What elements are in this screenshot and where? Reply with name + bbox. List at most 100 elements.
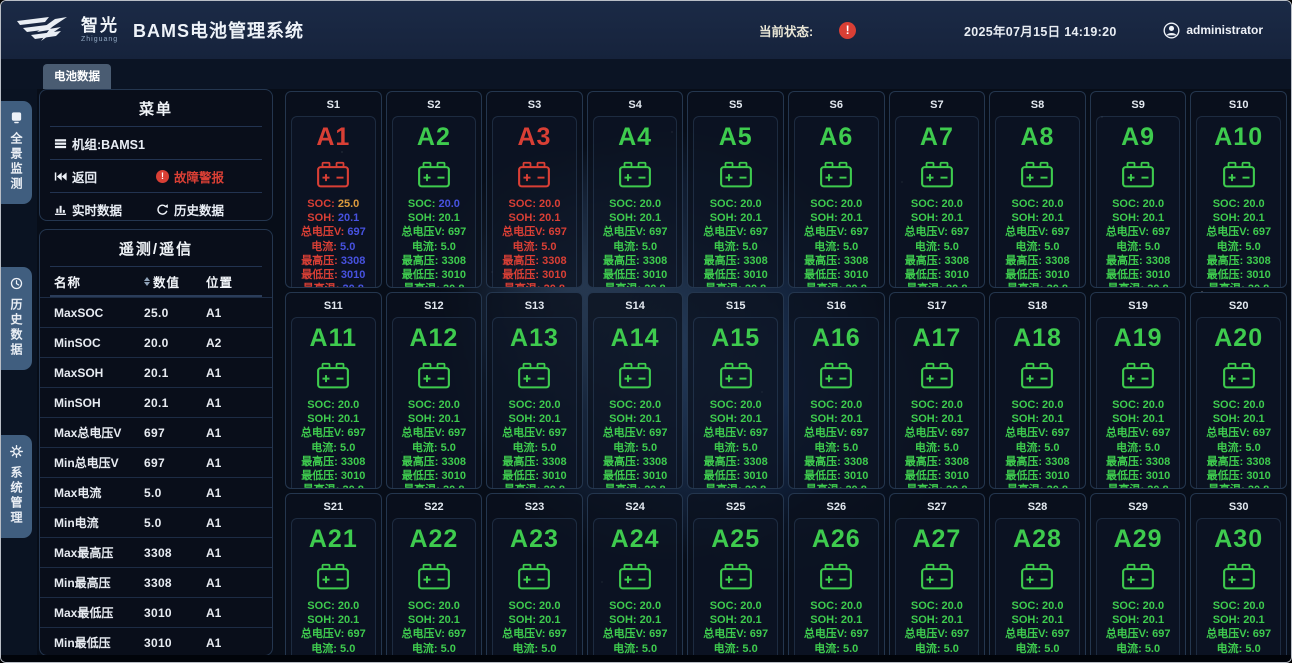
battery-card[interactable]: S23 A23 SOC: 20.0 SOH: 20.1 总电压V: 697 电流: 5… bbox=[486, 493, 583, 662]
battery-card[interactable]: S17 A17 SOC: 20.0 SOH: 20.1 总电压V: 697 电流: 5… bbox=[888, 292, 986, 489]
stat-line: 总电压V: 697 bbox=[502, 226, 567, 239]
stat-line: 最高压: 3308 bbox=[502, 455, 567, 468]
row-value: 25.0 bbox=[144, 305, 169, 320]
battery-card[interactable]: S13 A13 SOC: 20.0 SOH: 20.1 总电压V: 697 电流: 5… bbox=[486, 292, 583, 489]
battery-card[interactable]: S15 A15 SOC: 20.0 SOH: 20.1 总电压V: 697 电流: 5… bbox=[687, 292, 784, 489]
battery-name: A21 bbox=[308, 525, 358, 553]
stat-line: SOC: 20.0 bbox=[709, 198, 762, 210]
battery-card[interactable]: S5 A5 SOC: 20.0 SOH: 20.1 总电压V: 697 电流: 5.0… bbox=[687, 91, 784, 288]
stat-line: SOH: 20.1 bbox=[810, 614, 863, 627]
stat-line: SOH: 20.1 bbox=[609, 614, 662, 627]
battery-card[interactable]: S14 A14 SOC: 20.0 SOH: 20.1 总电压V: 697 电流: 5… bbox=[586, 292, 684, 489]
stat-line: SOH: 20.1 bbox=[609, 413, 662, 426]
stat-line: 总电压V: 697 bbox=[1206, 628, 1272, 641]
battery-card[interactable]: S3 A3 SOC: 20.0 SOH: 20.1 总电压V: 697 电流: 5.0… bbox=[486, 91, 583, 288]
stat-line: SOC: 20.0 bbox=[1212, 399, 1265, 411]
tab-strip: 电池数据 bbox=[1, 59, 1291, 89]
rail-item-history[interactable]: 历史数据 bbox=[1, 267, 32, 370]
battery-card[interactable]: S29 A29 SOC: 20.0 SOH: 20.1 总电压V: 697 电流: 5… bbox=[1089, 493, 1187, 662]
battery-card[interactable]: S12 A12 SOC: 20.0 SOH: 20.1 总电压V: 697 电流: 5… bbox=[385, 292, 483, 489]
battery-card[interactable]: S30 A30 SOC: 20.0 SOH: 20.1 总电压V: 697 电流: 5… bbox=[1190, 493, 1287, 662]
stat-line: 最高温: 20.8 bbox=[1206, 282, 1271, 287]
battery-icon bbox=[820, 563, 853, 590]
stat-line: 总电压V: 697 bbox=[401, 427, 467, 440]
user-menu[interactable]: administrator bbox=[1163, 1, 1263, 59]
battery-name: A5 bbox=[718, 123, 753, 151]
column-header-position: 位置 bbox=[206, 275, 234, 290]
menu-item-history-data[interactable]: 历史数据 bbox=[156, 200, 258, 219]
battery-card-inner: A8 SOC: 20.0 SOH: 20.1 总电压V: 697 电流: 5.0 最高压… bbox=[995, 116, 1080, 287]
stat-line: 总电压V: 697 bbox=[1005, 628, 1070, 641]
stat-line: 最高温: 20.8 bbox=[401, 483, 466, 488]
battery-card[interactable]: S6 A6 SOC: 20.0 SOH: 20.1 总电压V: 697 电流: 5.0… bbox=[787, 91, 885, 288]
battery-icon bbox=[1122, 563, 1155, 590]
battery-card[interactable]: S20 A20 SOC: 20.0 SOH: 20.1 总电压V: 697 电流: 5… bbox=[1190, 292, 1287, 489]
stat-line: 电流: 5.0 bbox=[814, 441, 859, 454]
battery-card[interactable]: S10 A10 SOC: 20.0 SOH: 20.1 总电压V: 697 电流: 5… bbox=[1190, 91, 1287, 288]
battery-card[interactable]: S28 A28 SOC: 20.0 SOH: 20.1 总电压V: 697 电流: 5… bbox=[989, 493, 1086, 662]
battery-card-inner: A4 SOC: 20.0 SOH: 20.1 总电压V: 697 电流: 5.0 最高压… bbox=[592, 116, 678, 287]
stat-line: 总电压V: 697 bbox=[1105, 427, 1171, 440]
battery-name: A20 bbox=[1214, 324, 1264, 352]
battery-card[interactable]: S26 A26 SOC: 20.0 SOH: 20.1 总电压V: 697 电流: 5… bbox=[787, 493, 885, 662]
stat-line: SOC: 20.0 bbox=[910, 198, 963, 210]
stat-line: 最高压: 3308 bbox=[502, 254, 567, 267]
menu-item-realtime-data[interactable]: 实时数据 bbox=[54, 200, 156, 219]
battery-card[interactable]: S22 A22 SOC: 20.0 SOH: 20.1 总电压V: 697 电流: 5… bbox=[385, 493, 483, 662]
stat-line: 最高压: 3308 bbox=[602, 455, 668, 468]
battery-card[interactable]: S24 A24 SOC: 20.0 SOH: 20.1 总电压V: 697 电流: 5… bbox=[586, 493, 684, 662]
stat-line: SOH: 20.1 bbox=[407, 614, 460, 627]
stat-line: 最高压: 3308 bbox=[401, 455, 466, 468]
battery-card[interactable]: S2 A2 SOC: 20.0 SOH: 20.1 总电压V: 697 电流: 5.0… bbox=[385, 91, 483, 288]
stat-line: 总电压V: 697 bbox=[502, 427, 567, 440]
battery-card[interactable]: S21 A21 SOC: 20.0 SOH: 20.1 总电压V: 697 电流: 5… bbox=[285, 493, 382, 662]
rail-item-system[interactable]: 系统管理 bbox=[1, 435, 32, 538]
battery-card[interactable]: S25 A25 SOC: 20.0 SOH: 20.1 总电压V: 697 电流: 5… bbox=[687, 493, 784, 662]
battery-card[interactable]: S16 A16 SOC: 20.0 SOH: 20.1 总电压V: 697 电流: 5… bbox=[787, 292, 885, 489]
stat-line: 电流: 5.0 bbox=[1216, 441, 1261, 454]
stat-line: 电流: 5.0 bbox=[814, 240, 859, 253]
battery-card[interactable]: S1 A1 SOC: 25.0 SOH: 20.1 总电压V: 697 电流: 5.0… bbox=[285, 91, 382, 288]
stat-line: 最高温: 20.8 bbox=[1005, 483, 1070, 488]
battery-card-inner: A13 SOC: 20.0 SOH: 20.1 总电压V: 697 电流: 5.0 最高… bbox=[492, 317, 577, 488]
status-label: 当前状态: bbox=[759, 24, 814, 39]
battery-card[interactable]: S8 A8 SOC: 20.0 SOH: 20.1 总电压V: 697 电流: 5.0… bbox=[989, 91, 1086, 288]
tab-battery-data[interactable]: 电池数据 bbox=[43, 64, 111, 89]
column-header-value[interactable]: 数值 bbox=[144, 272, 206, 291]
battery-name: A18 bbox=[1013, 324, 1062, 352]
rail-item-panorama[interactable]: 全景监测 bbox=[1, 101, 32, 204]
menu-item-unit[interactable]: 机组:BAMS1 bbox=[54, 134, 145, 153]
stat-line: 电流: 5.0 bbox=[512, 441, 557, 454]
panorama-icon bbox=[11, 112, 22, 124]
menu-item-back[interactable]: 返回 bbox=[54, 167, 156, 186]
battery-name: A28 bbox=[1013, 525, 1062, 553]
battery-card[interactable]: S19 A19 SOC: 20.0 SOH: 20.1 总电压V: 697 电流: 5… bbox=[1089, 292, 1187, 489]
stat-line: SOH: 20.1 bbox=[508, 614, 561, 627]
brand-logo: 智光 Zhiguang bbox=[15, 13, 119, 47]
battery-icon bbox=[719, 563, 752, 590]
slot-label: S2 bbox=[427, 99, 441, 111]
battery-card[interactable]: S9 A9 SOC: 20.0 SOH: 20.1 总电压V: 697 电流: 5.0… bbox=[1089, 91, 1187, 288]
battery-card[interactable]: S27 A27 SOC: 20.0 SOH: 20.1 总电压V: 697 电流: 5… bbox=[888, 493, 986, 662]
stat-line: 最高温: 20.8 bbox=[1106, 282, 1171, 287]
menu-item-fault-alarm[interactable]: ! 故障警报 bbox=[156, 167, 258, 186]
stat-line: 电流: 5.0 bbox=[1015, 642, 1060, 655]
row-value: 20.1 bbox=[144, 365, 169, 380]
battery-card[interactable]: S4 A4 SOC: 20.0 SOH: 20.1 总电压V: 697 电流: 5.0… bbox=[586, 91, 684, 288]
divider bbox=[50, 266, 262, 267]
battery-card[interactable]: S11 A11 SOC: 20.0 SOH: 20.1 总电压V: 697 电流: 5… bbox=[285, 292, 382, 489]
rail-label: 历史数据 bbox=[9, 298, 23, 358]
battery-card[interactable]: S18 A18 SOC: 20.0 SOH: 20.1 总电压V: 697 电流: 5… bbox=[989, 292, 1086, 489]
stat-line: 最高压: 3308 bbox=[1105, 455, 1171, 468]
battery-card[interactable]: S7 A7 SOC: 20.0 SOH: 20.1 总电压V: 697 电流: 5.0… bbox=[888, 91, 986, 288]
stat-line: 最高温: 20.8 bbox=[1206, 483, 1271, 488]
row-name: Max总电压V bbox=[54, 426, 122, 440]
status-alert-icon[interactable]: ! bbox=[839, 21, 857, 39]
